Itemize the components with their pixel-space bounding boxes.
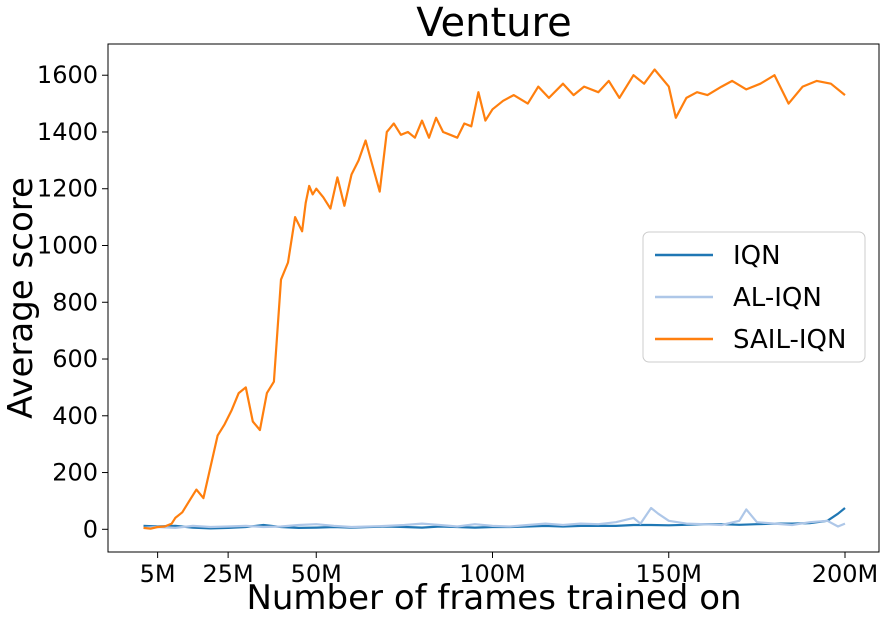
- legend-box: [642, 231, 866, 363]
- x-tick-label: 100M: [459, 560, 526, 588]
- series-line-al-iqn: [143, 506, 846, 530]
- chart-title: Venture: [416, 0, 571, 46]
- x-tick-label: 25M: [203, 560, 254, 588]
- y-axis-label: Average score: [1, 177, 41, 419]
- legend: IQN AL-IQN SAIL-IQN: [642, 231, 866, 363]
- y-tick-label: 200: [52, 459, 98, 487]
- y-tick-label: 0: [83, 515, 98, 543]
- plot-area: 0 200 400 600 800 1000 1200 1400 1600 5M 25M 50M 100…: [37, 43, 880, 588]
- legend-label-sail-iqn: SAIL-IQN: [733, 325, 846, 355]
- y-tick-label: 1400: [37, 118, 98, 146]
- y-tick-label: 400: [52, 402, 98, 430]
- legend-label-al-iqn: AL-IQN: [733, 283, 822, 313]
- y-tick-label: 800: [52, 288, 98, 316]
- x-tick-label: 200M: [812, 560, 879, 588]
- y-tick-label: 1200: [37, 175, 98, 203]
- series-line-sail-iqn: [143, 68, 846, 530]
- x-axis-label: Number of frames trained on: [246, 578, 741, 618]
- y-tick-label: 1600: [37, 61, 98, 89]
- x-tick-label: 50M: [291, 560, 342, 588]
- plot-frame: [107, 43, 880, 553]
- x-tick-label: 150M: [635, 560, 702, 588]
- y-tick-label: 1000: [37, 231, 98, 259]
- y-tick-label: 600: [52, 345, 98, 373]
- legend-label-iqn: IQN: [733, 241, 781, 271]
- x-tick-label: 5M: [140, 560, 176, 588]
